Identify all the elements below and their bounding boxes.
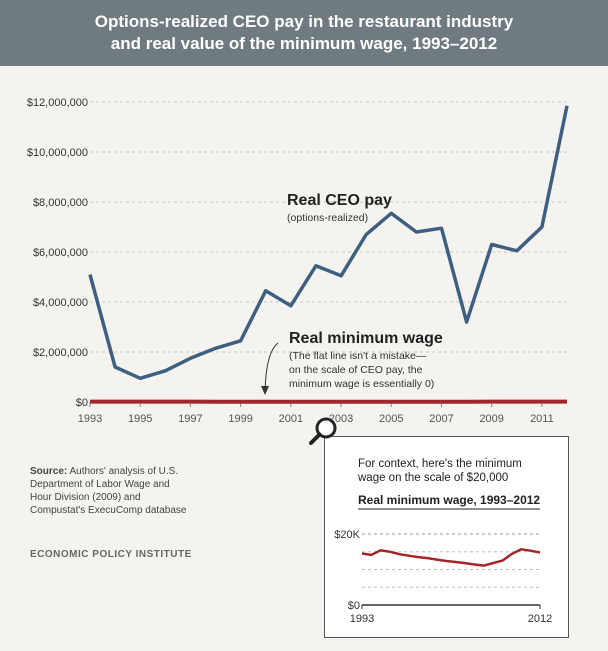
main-y-tick-label: $12,000,000 [27,97,88,109]
chart-header: Options-realized CEO pay in the restaura… [0,0,608,66]
inset-y-tick-labels: $0 $20K [334,529,360,612]
inset-context-line1: For context, here's the minimum [358,458,522,470]
ceo-pay-sublabel: (options-realized) [287,212,368,224]
source-text: Authors' analysis of U.S. Department of … [30,466,187,516]
main-y-tick-label: $6,000,000 [33,247,88,259]
main-x-tick-labels: 1993 1995 1997 1999 2001 2003 2005 2007 2009 2011 [78,402,554,425]
main-gridlines [90,101,567,353]
ceo-pay-line [88,105,569,381]
main-x-tick-label: 2001 [279,413,303,425]
inset-x-tick-label: 2012 [528,613,552,625]
main-y-tick-label: $4,000,000 [33,297,88,309]
inset-context-line2: wage on the scale of $20,000 [357,472,508,484]
ceo-pay-label: Real CEO pay [287,192,392,209]
inset-y-tick-label: $0 [348,600,360,612]
main-chart: $0 $2,000,000 $4,000,000 $6,000,000 $8,000,0… [27,97,569,425]
main-x-tick-label: 2003 [329,413,353,425]
chart-title-line1: Options-realized CEO pay in the restaura… [94,12,514,31]
min-wage-annotation: Real minimum wage (The flat line isn't a… [261,330,443,395]
magnifier-icon [309,417,337,445]
min-wage-label: Real minimum wage [289,330,443,347]
organization-name: ECONOMIC POLICY INSTITUTE [30,549,192,560]
main-y-tick-label: $2,000,000 [33,347,88,359]
main-x-tick-label: 2005 [379,413,403,425]
main-x-tick-label: 1997 [178,413,202,425]
inset-min-wage-line [361,548,541,567]
main-x-tick-label: 1995 [128,413,152,425]
chart-title-line2: and real value of the minimum wage, 1993… [110,34,498,53]
inset-panel: For context, here's the minimum wage on … [324,436,569,638]
main-y-tick-label: $10,000,000 [27,147,88,159]
annotation-arrow [261,342,279,395]
main-y-tick-label: $8,000,000 [33,197,88,209]
main-y-tick-label: $0 [76,397,88,409]
ceo-pay-annotation: Real CEO pay (options-realized) [287,192,392,224]
main-y-tick-labels: $0 $2,000,000 $4,000,000 $6,000,000 $8,000,0… [27,97,88,409]
inset-series-line [361,548,541,567]
inset-chart: For context, here's the minimum wage on … [334,458,552,625]
inset-y-tick-label: $20K [334,529,360,541]
main-x-tick-label: 2009 [479,413,503,425]
main-x-tick-label: 1999 [228,413,252,425]
inset-x-tick-labels: 1993 2012 [350,605,552,625]
source-note: Source: Authors' analysis of U.S. Depart… [30,465,190,517]
min-wage-note-line1: (The flat line isn't a mistake— [289,350,427,362]
source-label: Source: [30,466,68,477]
main-x-tick-label: 2007 [429,413,453,425]
main-series-lines [88,105,569,404]
main-x-tick-label: 1993 [78,413,102,425]
inset-gridlines [362,533,540,606]
min-wage-note-line2: on the scale of CEO pay, the [289,364,423,376]
main-x-tick-label: 2011 [530,413,554,425]
inset-chart-title: Real minimum wage, 1993–2012 [358,493,540,507]
min-wage-note-line3: minimum wage is essentially 0) [289,378,434,390]
inset-x-tick-label: 1993 [350,613,374,625]
